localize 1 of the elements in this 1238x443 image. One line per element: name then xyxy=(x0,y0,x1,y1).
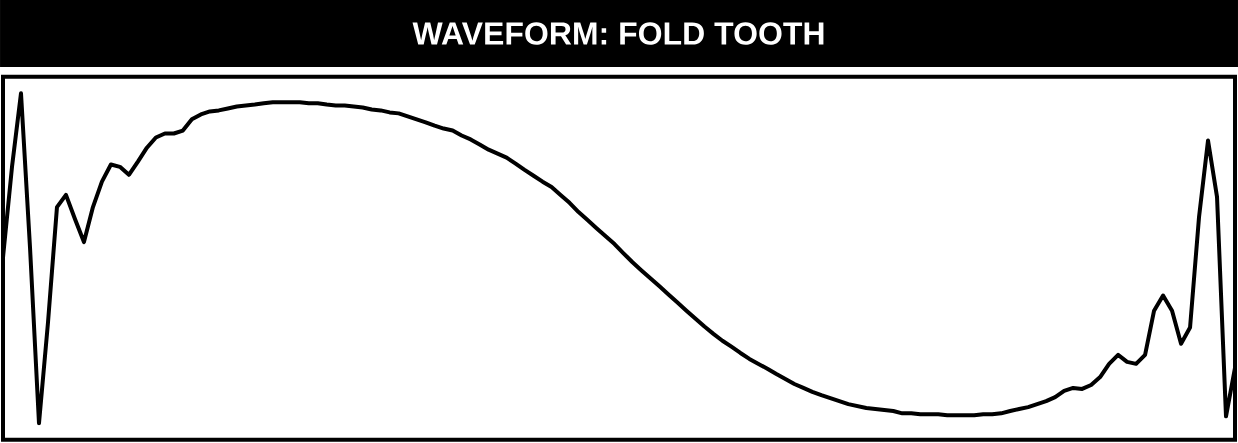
chart-title: WAVEFORM: FOLD TOOTH xyxy=(412,22,824,45)
